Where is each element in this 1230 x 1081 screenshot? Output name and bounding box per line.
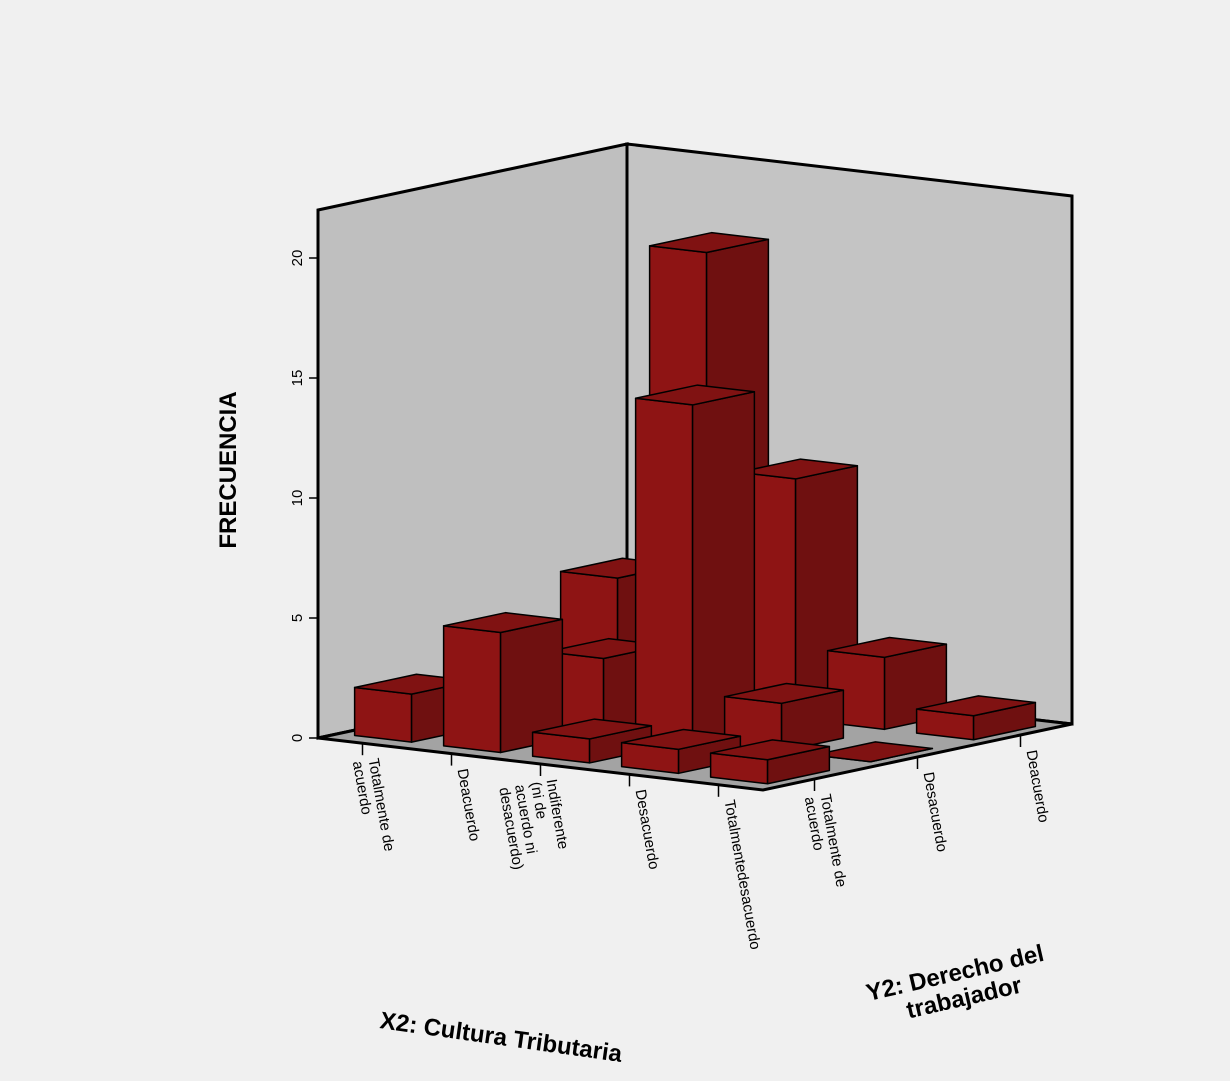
bar-top	[442, 611, 564, 634]
bar	[634, 384, 756, 742]
z-tick-label: 10	[289, 490, 306, 507]
bar-front	[353, 686, 413, 743]
bar	[442, 611, 564, 754]
bar-top	[648, 231, 770, 254]
bar	[812, 741, 934, 763]
z-tick-label: 0	[289, 734, 306, 742]
z-tick-label: 20	[289, 250, 306, 267]
bar-top	[531, 718, 653, 740]
bar-top	[723, 682, 845, 705]
bar	[915, 695, 1037, 741]
bar	[531, 718, 653, 764]
z-tick-label: 15	[289, 370, 306, 387]
bar-front	[442, 625, 502, 754]
bar	[709, 739, 831, 785]
bar-top	[915, 695, 1037, 717]
bar-top	[620, 728, 742, 751]
z-tick-label: 5	[289, 614, 306, 622]
bar-top	[737, 458, 859, 480]
bar-side	[691, 390, 756, 742]
bar-top	[709, 739, 831, 761]
bar	[620, 728, 742, 775]
bar-top	[826, 636, 948, 659]
z-axis-title: FRECUENCIA	[215, 391, 242, 548]
bars	[353, 231, 1037, 785]
bar-top	[812, 741, 934, 763]
bar-front	[634, 397, 694, 742]
bar-top	[634, 384, 756, 406]
